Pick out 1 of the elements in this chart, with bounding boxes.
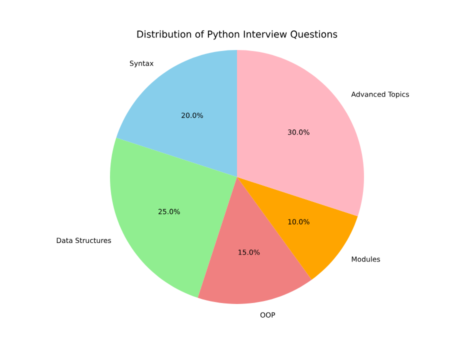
chart-title: Distribution of Python Interview Questions (137, 30, 338, 40)
